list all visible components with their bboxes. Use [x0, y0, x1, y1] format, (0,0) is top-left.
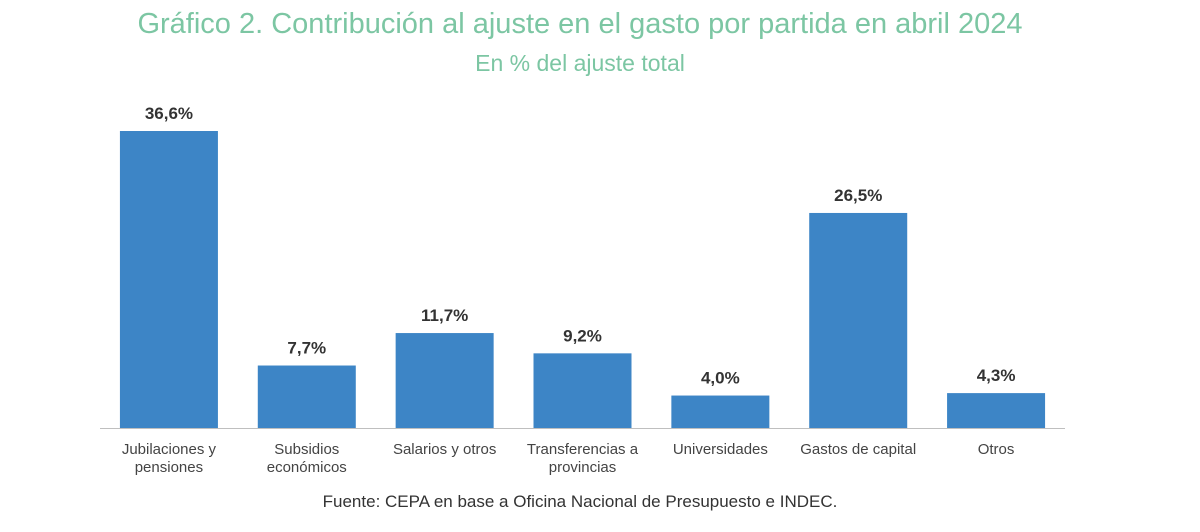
bar: [395, 333, 494, 428]
source-note: Fuente: CEPA en base a Oficina Nacional …: [322, 492, 838, 511]
value-label: 4,0%: [701, 369, 740, 388]
bar-chart: 36,6% 7,7% 11,7% 9,2% 4,0% 26,5% 4,3% Jubilaci…: [100, 104, 1065, 476]
value-label: 36,6%: [145, 104, 193, 123]
category-label: Gastos de capital: [800, 441, 916, 458]
bar: [257, 365, 356, 428]
category-label: Subsidios: [274, 441, 339, 458]
bar: [809, 212, 908, 428]
bar: [533, 353, 632, 428]
chart-subtitle: En % del ajuste total: [475, 50, 685, 76]
category-label: Transferencias a: [527, 441, 639, 458]
bar: [947, 393, 1046, 428]
category-label: Jubilaciones y: [122, 441, 217, 458]
value-label: 26,5%: [834, 186, 882, 205]
value-label: 4,3%: [977, 366, 1016, 385]
chart-title: Gráfico 2. Contribución al ajuste en el …: [137, 8, 1023, 40]
value-label: 11,7%: [421, 306, 468, 325]
value-label: 7,7%: [287, 339, 326, 358]
category-label: Otros: [978, 441, 1015, 458]
bars-group: [119, 131, 1046, 428]
bar: [119, 131, 218, 428]
value-labels-group: 36,6% 7,7% 11,7% 9,2% 4,0% 26,5% 4,3%: [145, 104, 1016, 388]
category-label: Salarios y otros: [393, 441, 496, 458]
category-label: provincias: [549, 459, 617, 476]
category-label: Universidades: [673, 441, 768, 458]
category-label: económicos: [267, 459, 347, 476]
category-label: pensiones: [135, 459, 203, 476]
bar: [671, 395, 770, 428]
value-label: 9,2%: [563, 326, 602, 345]
